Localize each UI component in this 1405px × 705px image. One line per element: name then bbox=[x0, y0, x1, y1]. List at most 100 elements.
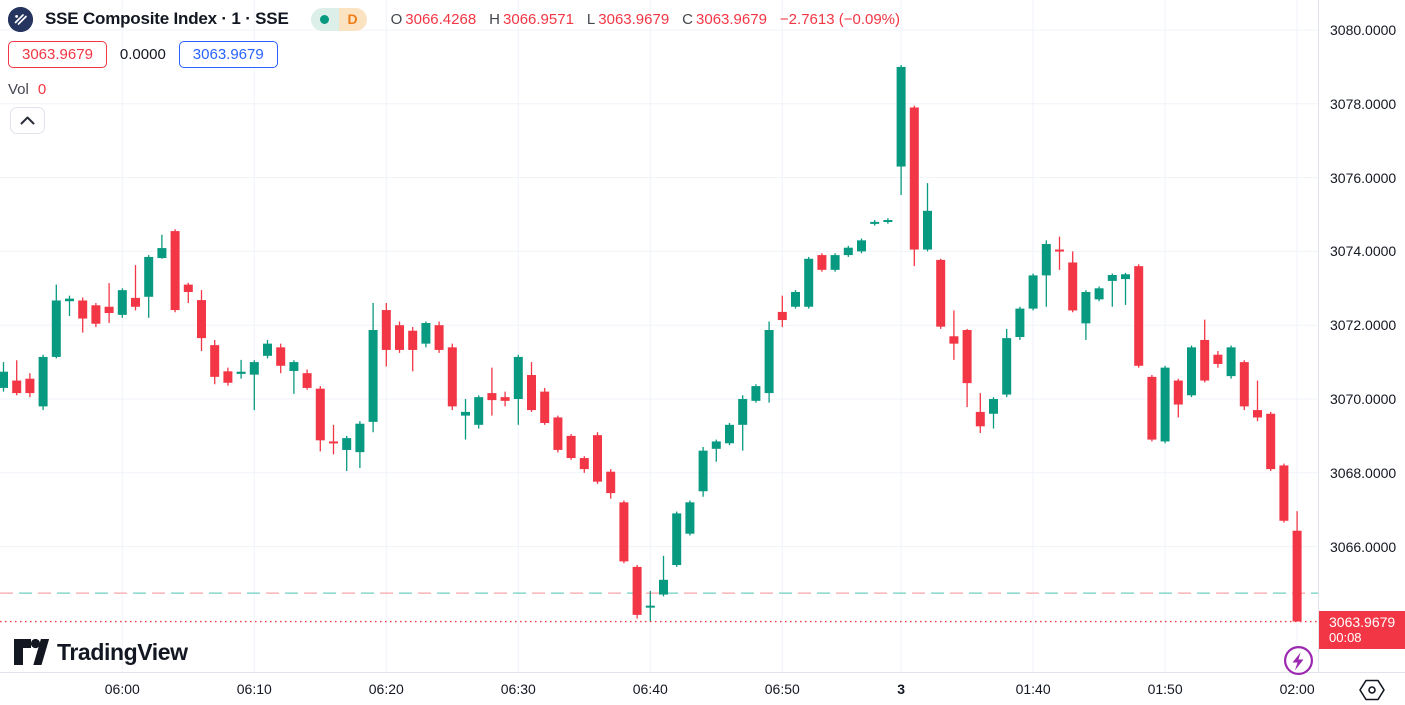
tradingview-watermark-text: TradingView bbox=[57, 638, 188, 665]
candle-body bbox=[1292, 530, 1302, 622]
price-axis-label: 3078.0000 bbox=[1330, 95, 1397, 112]
candle-body bbox=[434, 325, 444, 350]
market-status-interval-pill[interactable]: D bbox=[310, 7, 367, 31]
close-label: C bbox=[682, 10, 694, 28]
candle-body bbox=[474, 397, 484, 425]
candle-body bbox=[131, 297, 140, 307]
candle-body bbox=[0, 371, 8, 388]
volume-label: Vol bbox=[8, 81, 29, 98]
candle-body bbox=[355, 423, 365, 453]
trade-price-row: 3063.9679 0.0000 3063.9679 bbox=[8, 41, 278, 68]
candle-body bbox=[540, 391, 550, 423]
price-axis[interactable]: 3063.9679 00:08 3080.0000 3078.0000 3076.0… bbox=[1318, 0, 1405, 672]
candle-body bbox=[263, 343, 272, 356]
candle-body bbox=[170, 231, 180, 311]
candle-body bbox=[1187, 347, 1196, 396]
time-axis-label: 3 bbox=[897, 681, 905, 697]
candle-body bbox=[843, 247, 853, 256]
time-axis-label: 01:40 bbox=[1015, 681, 1051, 697]
time-axis-label: 06:40 bbox=[632, 681, 668, 697]
candle-body bbox=[197, 300, 206, 339]
time-axis-label: 01:50 bbox=[1147, 681, 1183, 697]
candle-body bbox=[447, 347, 457, 407]
candle-body bbox=[342, 438, 352, 450]
symbol-title[interactable]: SSE Composite Index · 1 · SSE bbox=[45, 9, 289, 28]
candle-body bbox=[302, 373, 312, 388]
candle-body bbox=[975, 411, 985, 427]
candle-body bbox=[1068, 262, 1078, 311]
candle-body bbox=[645, 605, 655, 608]
collapse-panel-button[interactable] bbox=[10, 107, 45, 134]
timezone-settings-button[interactable] bbox=[1358, 677, 1386, 705]
candle-body bbox=[764, 329, 774, 394]
tradingview-watermark[interactable]: TradingView bbox=[14, 637, 188, 667]
candle-body bbox=[936, 259, 946, 327]
open-label: O bbox=[390, 10, 403, 28]
candle-body bbox=[962, 329, 972, 384]
candle-body bbox=[395, 325, 404, 350]
candle-body bbox=[1213, 354, 1223, 364]
candle-body bbox=[1028, 275, 1038, 309]
candle-body bbox=[1160, 367, 1170, 442]
session-event-marker[interactable] bbox=[1283, 645, 1314, 681]
candle-body bbox=[117, 290, 127, 315]
candle-body bbox=[25, 378, 35, 394]
candle-body bbox=[1266, 413, 1276, 470]
open-value: 3066.4268 bbox=[405, 10, 477, 28]
candle-body bbox=[1015, 308, 1025, 338]
time-axis-label: 02:00 bbox=[1279, 681, 1315, 697]
symbol-header: SSE Composite Index · 1 · SSE D O 3066.42… bbox=[8, 6, 900, 32]
candle-body bbox=[500, 397, 510, 401]
candle-body bbox=[909, 107, 919, 250]
candle-body bbox=[513, 356, 523, 399]
candle-body bbox=[1226, 347, 1236, 377]
high-value: 3066.9571 bbox=[503, 10, 574, 28]
candle-body bbox=[91, 305, 101, 324]
time-axis[interactable]: 06:00 06:10 06:20 06:30 06:40 06:50 3 01:40 01:5… bbox=[0, 672, 1405, 705]
price-axis-label: 3068.0000 bbox=[1330, 464, 1397, 481]
chevron-up-icon bbox=[20, 116, 35, 125]
candle-body bbox=[1147, 376, 1157, 440]
candle-body bbox=[1107, 275, 1117, 281]
candle-body bbox=[751, 386, 761, 401]
candle-body bbox=[817, 255, 827, 270]
change-value: −2.7613 (−0.09%) bbox=[779, 10, 901, 28]
candle-body bbox=[804, 258, 814, 307]
candle-body bbox=[553, 417, 563, 450]
candle-body bbox=[883, 220, 893, 223]
candle-body bbox=[368, 329, 378, 422]
candle-body bbox=[1134, 266, 1144, 366]
candle-body bbox=[698, 450, 708, 492]
last-price-value: 3063.9679 bbox=[1329, 613, 1396, 630]
candle-body bbox=[632, 566, 642, 615]
candle-body bbox=[421, 322, 431, 344]
time-axis-label: 06:50 bbox=[764, 681, 800, 697]
sse-logo-icon[interactable] bbox=[8, 6, 33, 32]
candle-body bbox=[1094, 288, 1104, 300]
market-open-dot-icon bbox=[320, 14, 330, 24]
tradingview-logo-icon bbox=[14, 638, 49, 665]
price-axis-label: 3074.0000 bbox=[1330, 243, 1397, 260]
candle-body bbox=[1279, 465, 1289, 521]
candle-body bbox=[896, 66, 906, 167]
candle-body bbox=[619, 502, 629, 562]
candle-body bbox=[183, 284, 193, 292]
candle-body bbox=[989, 399, 998, 414]
candle-body bbox=[78, 300, 88, 319]
sell-price-button[interactable]: 3063.9679 bbox=[8, 41, 107, 68]
candle-body bbox=[659, 579, 668, 595]
time-axis-label: 06:20 bbox=[368, 681, 404, 697]
candle-body bbox=[289, 362, 299, 371]
candle-body bbox=[579, 458, 589, 470]
candle-body bbox=[606, 471, 616, 494]
candle-body bbox=[329, 441, 338, 444]
time-axis-label: 06:30 bbox=[500, 681, 536, 697]
candle-body bbox=[1041, 244, 1051, 276]
candle-body bbox=[487, 393, 497, 401]
last-price-tag: 3063.9679 00:08 bbox=[1319, 610, 1405, 649]
price-axis-label: 3080.0000 bbox=[1330, 22, 1397, 38]
buy-price-button[interactable]: 3063.9679 bbox=[178, 41, 278, 68]
candle-body bbox=[1173, 380, 1183, 405]
